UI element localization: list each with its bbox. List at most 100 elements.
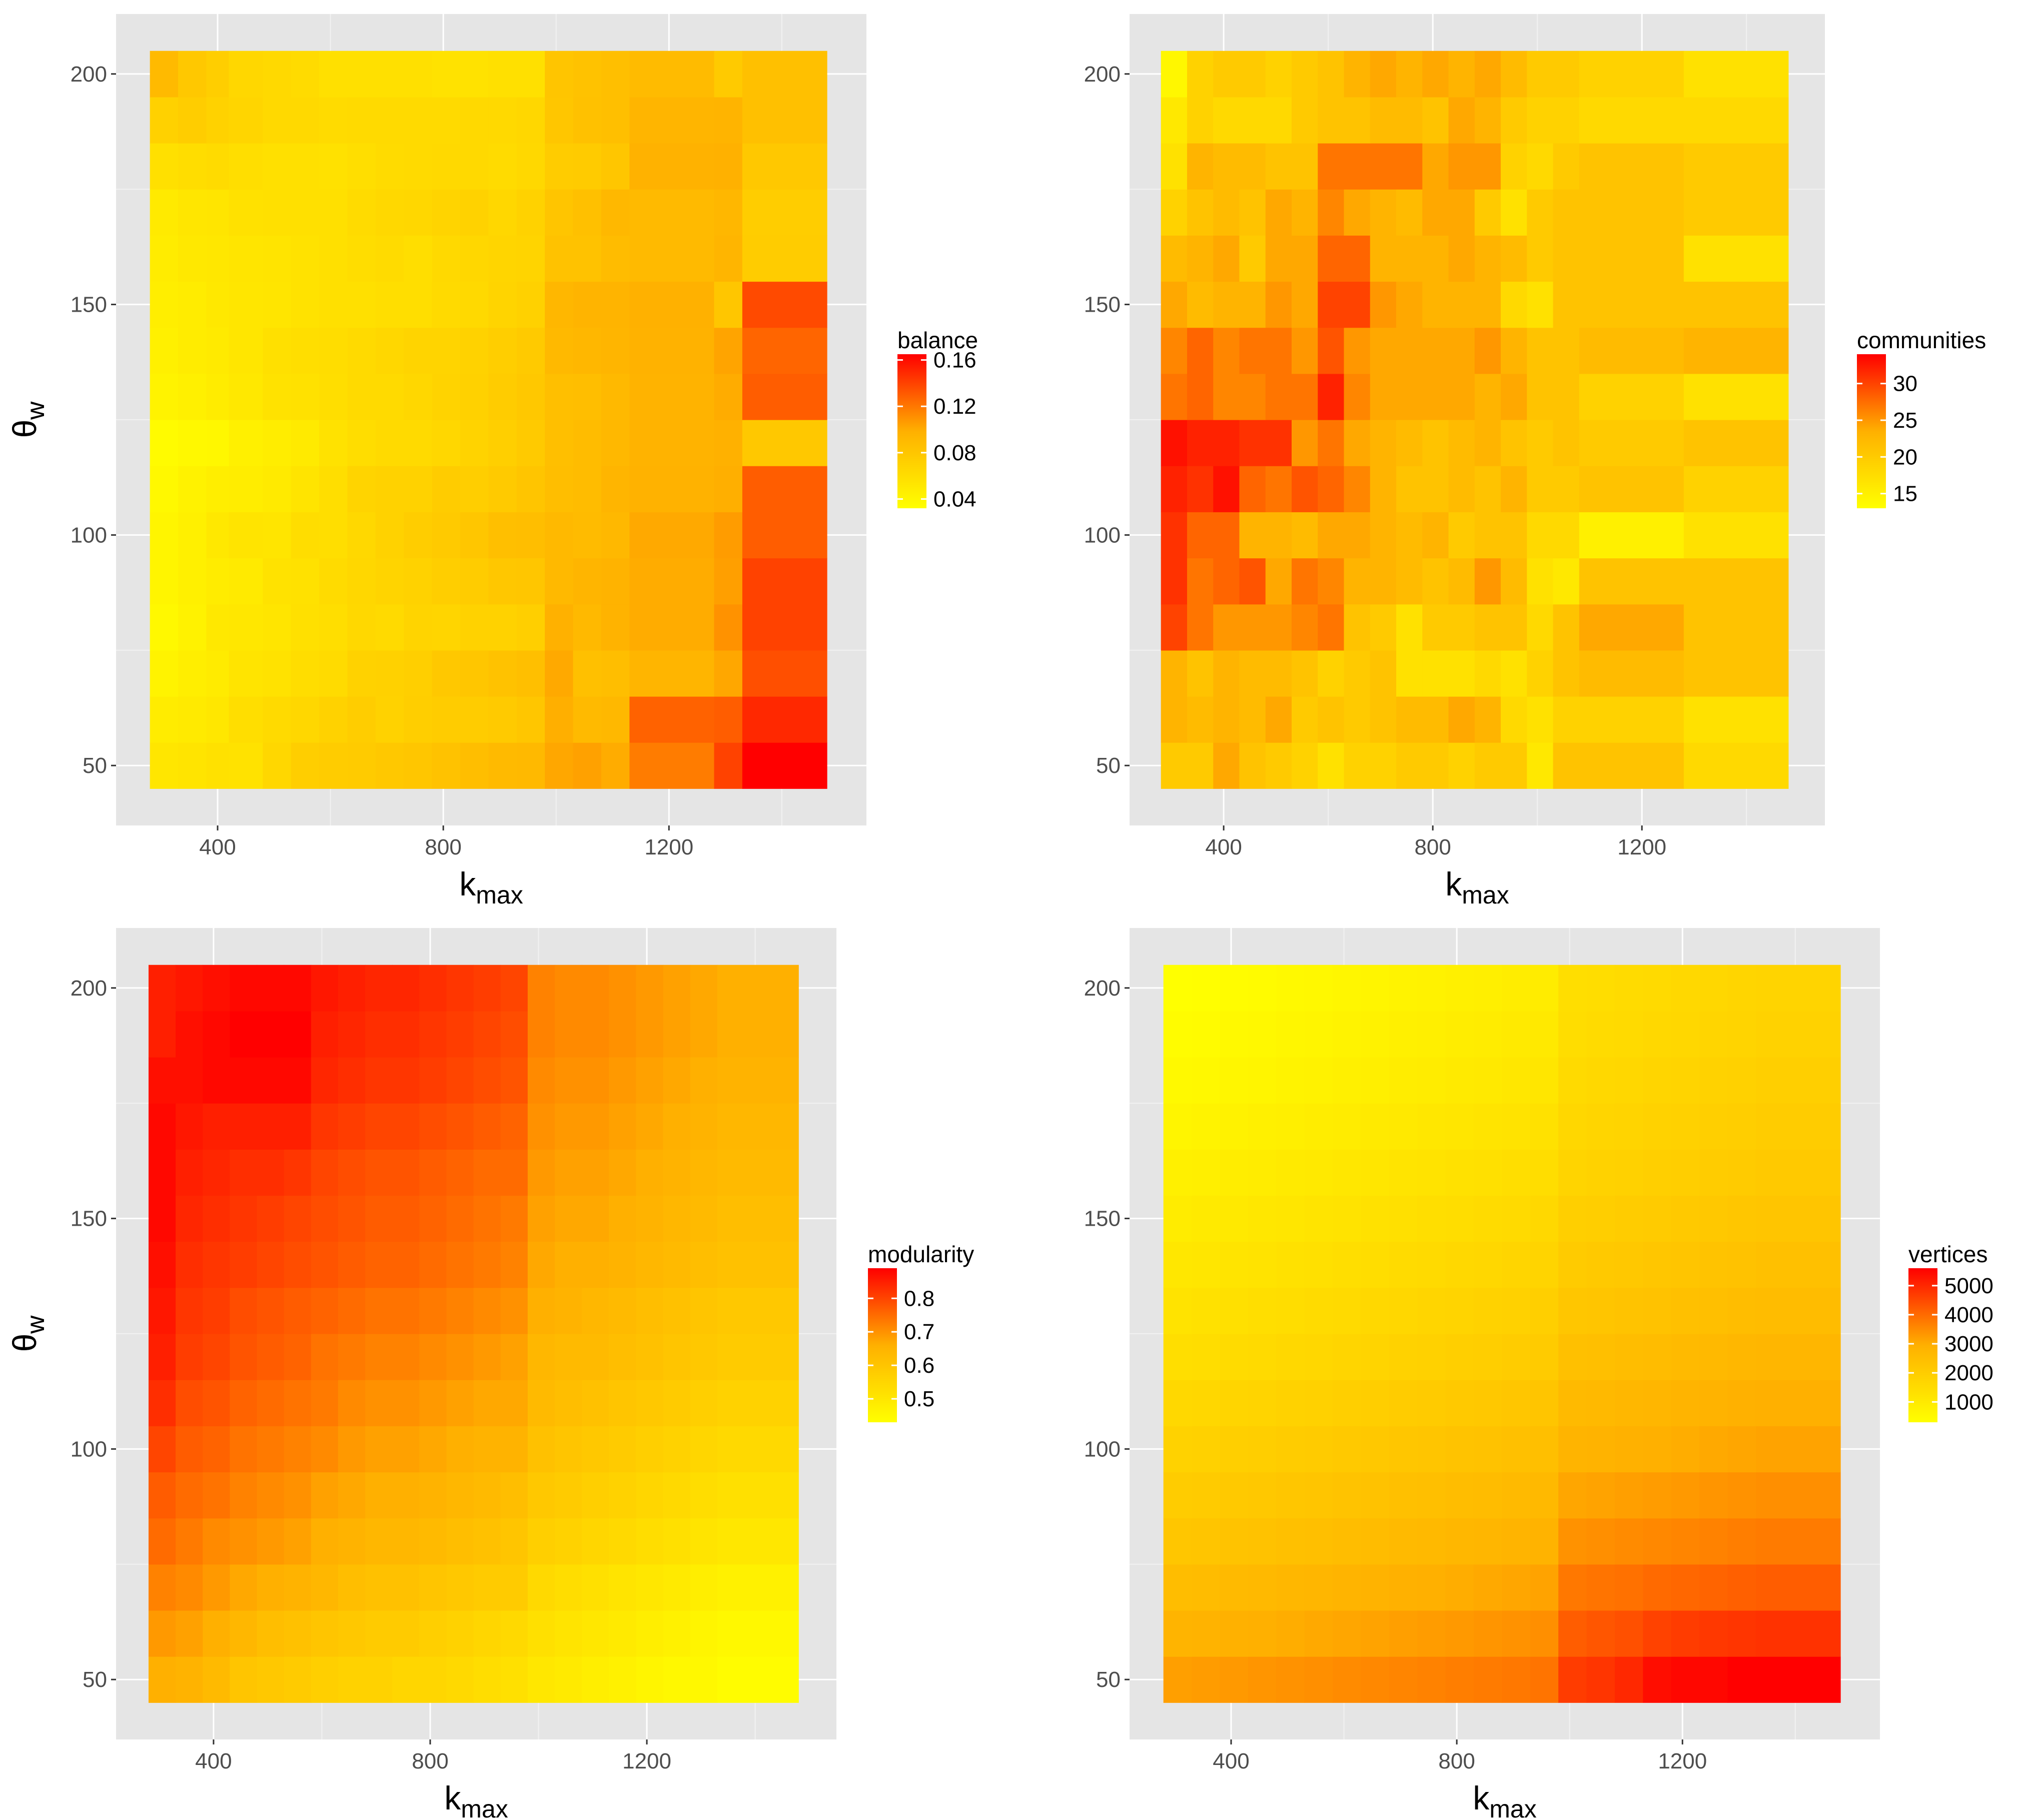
heatmap-panel-3: 50 100 150 200 400 800 1200 kmax θw modularity 0.8… bbox=[6, 928, 974, 1820]
heatmap-cell bbox=[229, 466, 263, 512]
heatmap-cell bbox=[1213, 373, 1240, 420]
heatmap-cell bbox=[1370, 51, 1397, 98]
heatmap-cell bbox=[230, 1011, 258, 1058]
heatmap-cell bbox=[419, 1011, 447, 1058]
heatmap-cell bbox=[419, 1195, 447, 1242]
heatmap-cell bbox=[319, 327, 348, 374]
heatmap-cell bbox=[1727, 965, 1756, 1012]
heatmap-cell bbox=[404, 742, 433, 789]
heatmap-cell bbox=[1527, 97, 1554, 144]
heatmap-cell bbox=[573, 51, 602, 98]
heatmap-cell bbox=[488, 189, 517, 236]
heatmap-cell bbox=[636, 1287, 664, 1334]
heatmap-cell bbox=[488, 466, 517, 512]
heatmap-cell bbox=[1530, 1103, 1559, 1150]
heatmap-cell bbox=[1614, 1334, 1643, 1380]
heatmap-cell bbox=[291, 143, 320, 190]
heatmap-cell bbox=[365, 1287, 393, 1334]
heatmap-cell bbox=[1248, 1011, 1277, 1058]
heatmap-cell bbox=[432, 373, 461, 420]
heatmap-cell bbox=[500, 1011, 528, 1058]
heatmap-cell bbox=[1448, 650, 1475, 697]
heatmap-cell bbox=[1727, 1011, 1756, 1058]
heatmap-cell bbox=[742, 466, 827, 512]
legend-tick-label: 15 bbox=[1893, 482, 1917, 506]
heatmap-cell bbox=[1474, 650, 1501, 697]
heatmap-cell bbox=[404, 604, 433, 651]
heatmap-cell bbox=[229, 558, 263, 605]
heatmap-cell bbox=[1502, 1287, 1531, 1334]
x-axis-title: kmax bbox=[444, 1779, 508, 1820]
heatmap-cell bbox=[229, 420, 263, 466]
heatmap-cell bbox=[1671, 1241, 1700, 1288]
heatmap-cell bbox=[263, 189, 292, 236]
heatmap-cell bbox=[527, 1426, 555, 1473]
heatmap-cell bbox=[1755, 1564, 1841, 1611]
heatmap-cell bbox=[150, 696, 179, 743]
heatmap-cell bbox=[1248, 965, 1277, 1012]
heatmap-cell bbox=[1530, 1287, 1559, 1334]
x-tick-label: 400 bbox=[195, 1749, 232, 1773]
heatmap-cell bbox=[1192, 1656, 1221, 1703]
heatmap-cell bbox=[1361, 1564, 1390, 1611]
heatmap-cell bbox=[375, 696, 404, 743]
heatmap-cell bbox=[257, 1610, 285, 1657]
heatmap-cell bbox=[1699, 1103, 1728, 1150]
heatmap-cell bbox=[257, 1656, 285, 1703]
heatmap-cell bbox=[338, 1472, 366, 1519]
heatmap-cell bbox=[176, 965, 203, 1012]
heatmap-cell bbox=[1558, 1057, 1587, 1104]
heatmap-cell bbox=[178, 558, 207, 605]
heatmap-cell bbox=[1276, 1426, 1305, 1473]
heatmap-cell bbox=[1304, 965, 1333, 1012]
heatmap-cell bbox=[527, 1472, 555, 1519]
legend-tick-label: 2000 bbox=[1944, 1361, 1993, 1385]
heatmap-cell bbox=[601, 281, 630, 328]
x-axis-title: kmax bbox=[1473, 1779, 1536, 1820]
heatmap-cell bbox=[1389, 1380, 1418, 1426]
heatmap-cell bbox=[148, 1426, 176, 1473]
heatmap-cell bbox=[375, 512, 404, 559]
heatmap-cell bbox=[1527, 558, 1554, 605]
heatmap-cell bbox=[516, 327, 545, 374]
legend-tick-label: 20 bbox=[1893, 445, 1917, 469]
heatmap-cell bbox=[1501, 512, 1527, 559]
heatmap-cell bbox=[446, 1011, 474, 1058]
heatmap-cell bbox=[1291, 558, 1318, 605]
heatmap-cell bbox=[1304, 1057, 1333, 1104]
heatmap-cell bbox=[419, 1472, 447, 1519]
heatmap-cell bbox=[1265, 281, 1292, 328]
heatmap-cell bbox=[545, 742, 574, 789]
heatmap-cell bbox=[1276, 1334, 1305, 1380]
heatmap-cell bbox=[609, 1195, 636, 1242]
heatmap-cell bbox=[1318, 51, 1345, 98]
heatmap-cell bbox=[1318, 604, 1345, 651]
heatmap-cell bbox=[573, 327, 602, 374]
heatmap-cell bbox=[1530, 1011, 1559, 1058]
heatmap-cell bbox=[1389, 1472, 1418, 1519]
heatmap-cell bbox=[1276, 1149, 1305, 1196]
heatmap-cell bbox=[1683, 512, 1789, 559]
heatmap-cell bbox=[148, 1380, 176, 1426]
heatmap-cell bbox=[1192, 1195, 1221, 1242]
heatmap-cell bbox=[582, 1011, 609, 1058]
heatmap-cell bbox=[375, 281, 404, 328]
heatmap-cell bbox=[311, 1472, 339, 1519]
heatmap-cell bbox=[460, 97, 489, 144]
heatmap-cell bbox=[1643, 1057, 1672, 1104]
heatmap-cell bbox=[229, 327, 263, 374]
heatmap-cell bbox=[404, 650, 433, 697]
heatmap-cell bbox=[392, 1380, 420, 1426]
heatmap-cell bbox=[1445, 1195, 1474, 1242]
heatmap-cell bbox=[1501, 742, 1527, 789]
heatmap-cell bbox=[488, 51, 517, 98]
heatmap-cell bbox=[1699, 1656, 1728, 1703]
heatmap-cell bbox=[636, 1334, 664, 1380]
legend-tick-label: 0.6 bbox=[904, 1353, 934, 1378]
heatmap-cell bbox=[1161, 143, 1188, 190]
heatmap-cell bbox=[1586, 965, 1615, 1012]
heatmap-cell bbox=[717, 1057, 799, 1104]
heatmap-cell bbox=[404, 281, 433, 328]
heatmap-cell bbox=[446, 1287, 474, 1334]
heatmap-cell bbox=[176, 1149, 203, 1196]
